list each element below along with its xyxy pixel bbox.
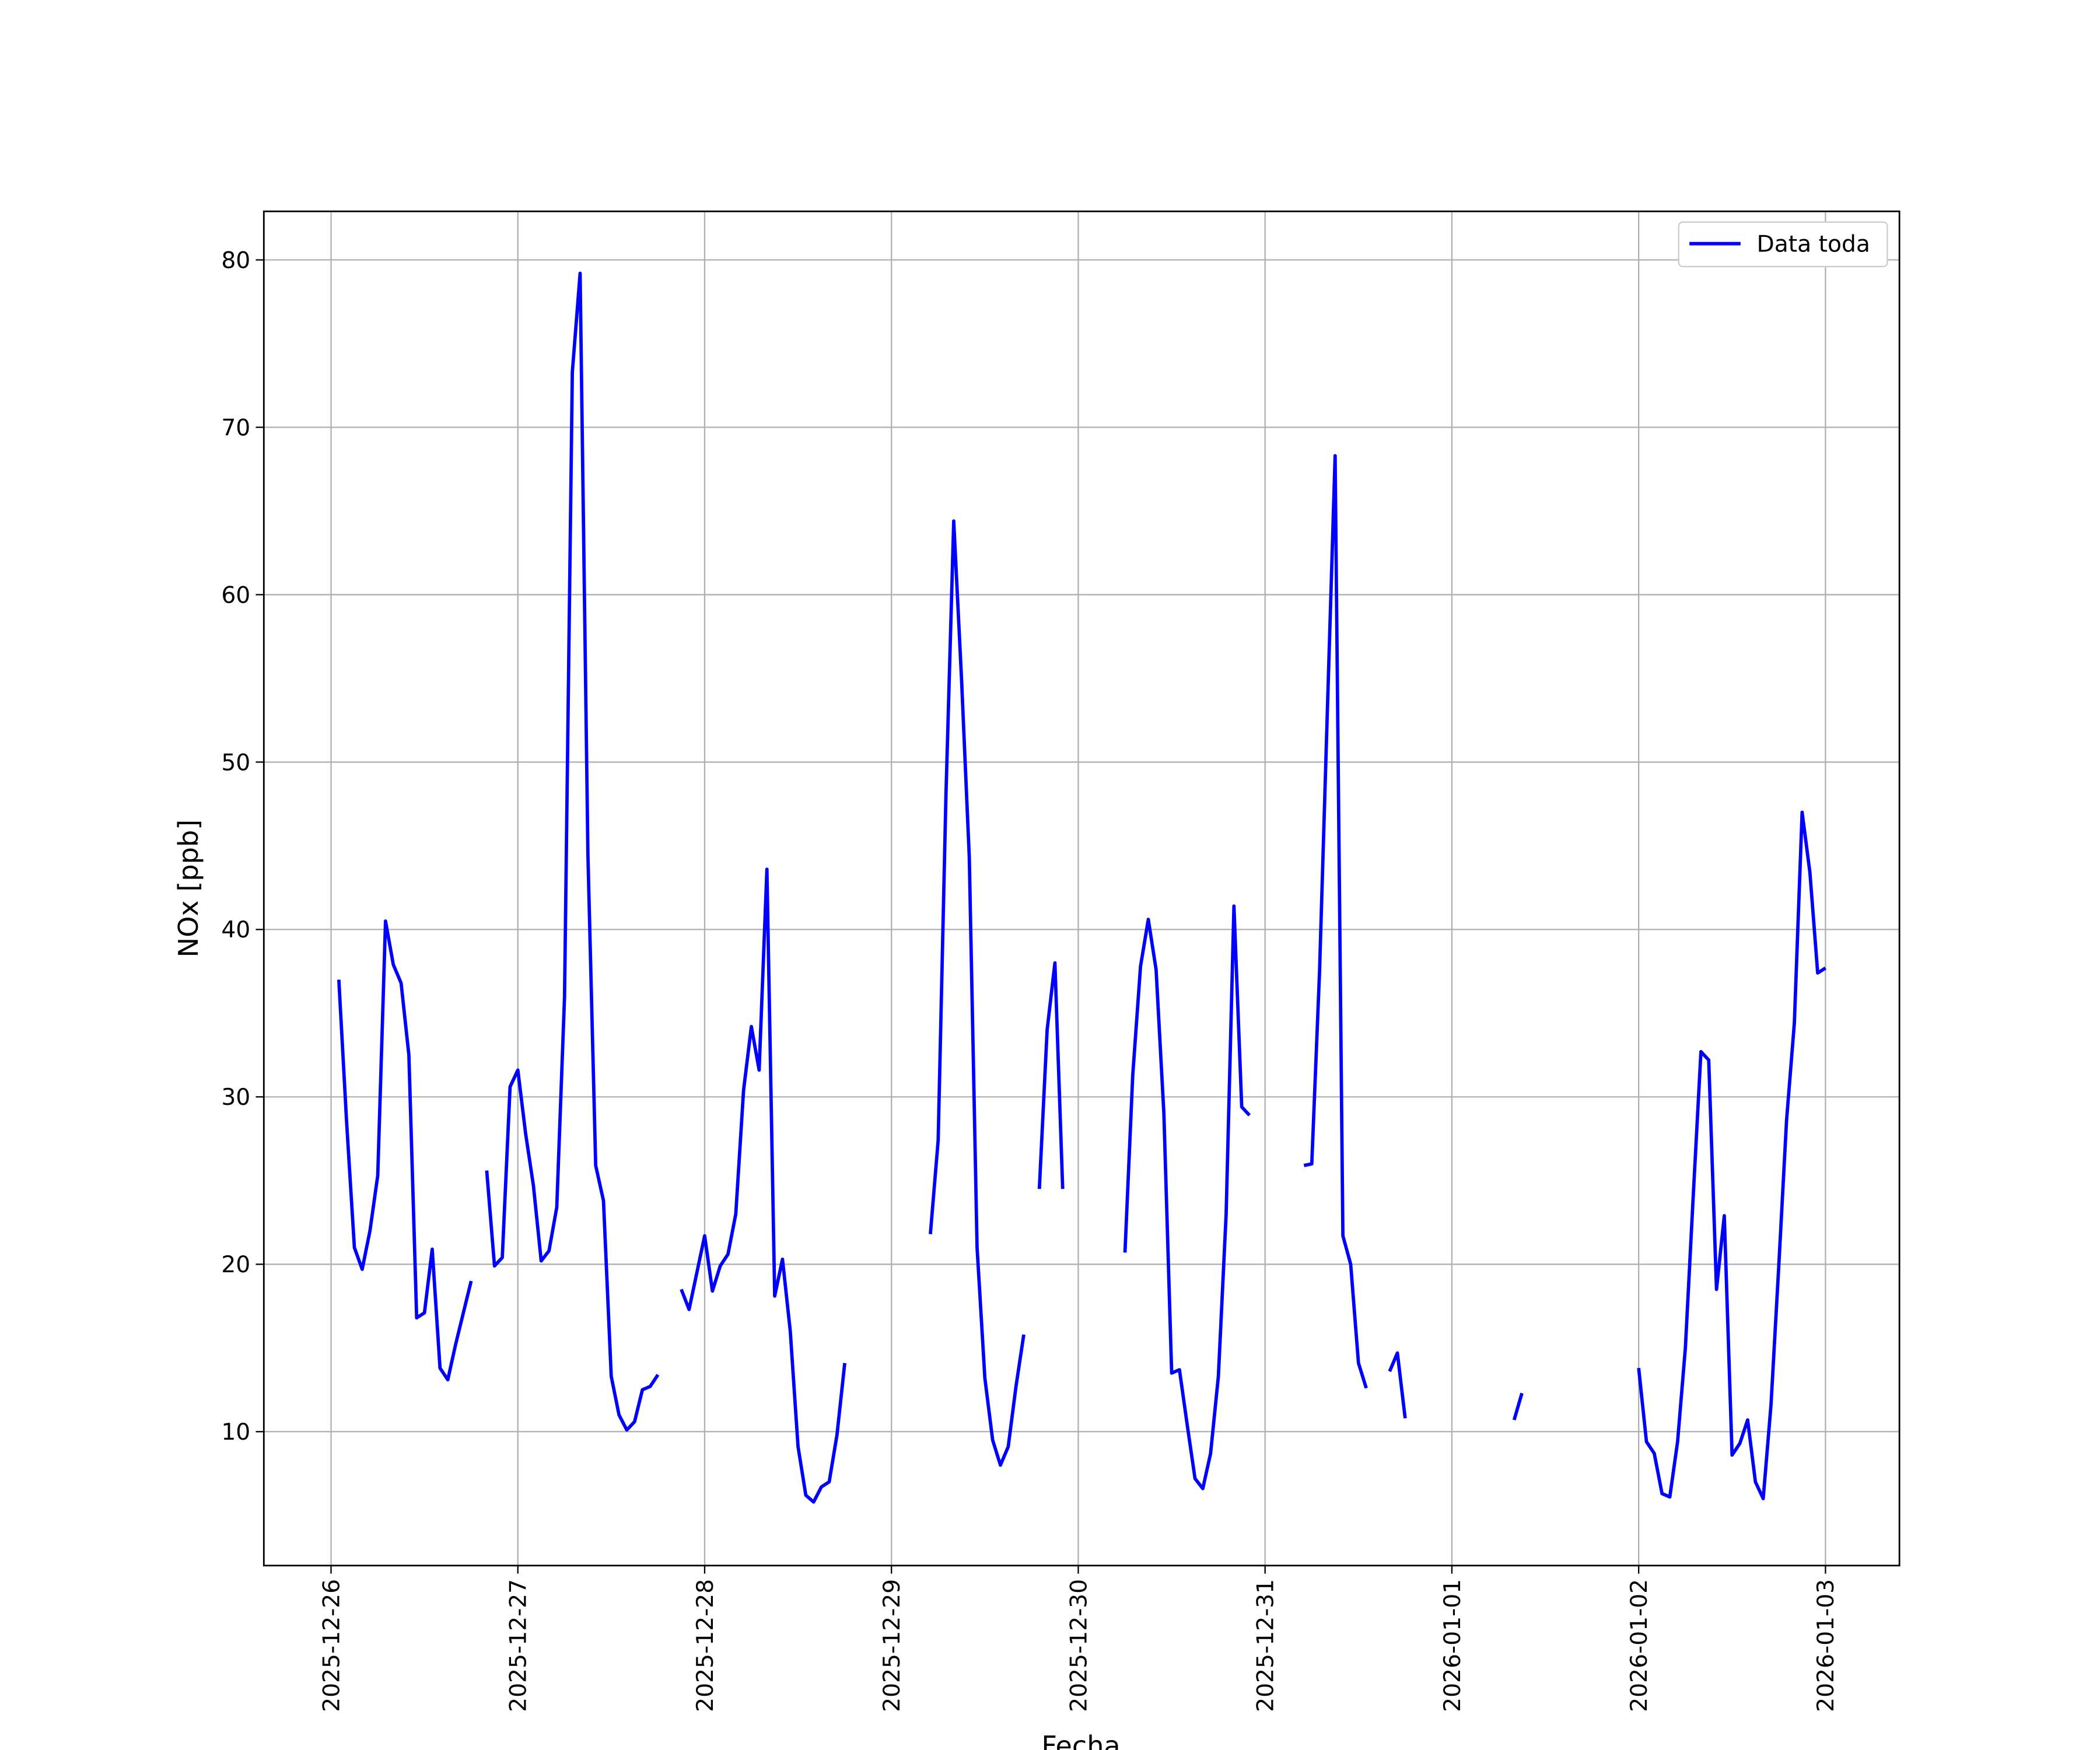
y-tick-label: 20 bbox=[221, 1252, 250, 1278]
data-line bbox=[337, 271, 1826, 1504]
y-tick-label: 30 bbox=[221, 1084, 250, 1111]
legend: Data toda bbox=[1678, 221, 1888, 268]
x-tick-label: 2026-01-02 bbox=[1626, 1579, 1653, 1712]
x-tick-label: 2025-12-28 bbox=[692, 1579, 719, 1712]
x-axis-label: Fecha bbox=[1041, 1730, 1120, 1750]
y-tick-label: 60 bbox=[221, 582, 250, 608]
x-tick-label: 2026-01-01 bbox=[1440, 1579, 1466, 1712]
x-tick-label: 2025-12-30 bbox=[1066, 1579, 1092, 1712]
x-tick-label: 2025-12-31 bbox=[1253, 1579, 1279, 1712]
legend-box bbox=[1678, 221, 1888, 268]
y-axis-label: NOx [ppb] bbox=[173, 820, 204, 958]
y-tick-label: 70 bbox=[221, 415, 250, 441]
legend-label: Data toda bbox=[1757, 232, 1870, 258]
x-tick-label: 2025-12-27 bbox=[506, 1579, 532, 1712]
y-tick-label: 50 bbox=[221, 750, 250, 776]
x-tick-label: 2025-12-29 bbox=[879, 1579, 905, 1712]
x-tick-label: 2026-01-03 bbox=[1813, 1579, 1839, 1712]
x-tick-label: 2025-12-26 bbox=[318, 1579, 345, 1712]
y-tick-label: 80 bbox=[221, 247, 250, 274]
plot-frame bbox=[262, 210, 1901, 1567]
y-tick-label: 10 bbox=[221, 1419, 250, 1446]
y-tick-label: 40 bbox=[221, 917, 250, 943]
